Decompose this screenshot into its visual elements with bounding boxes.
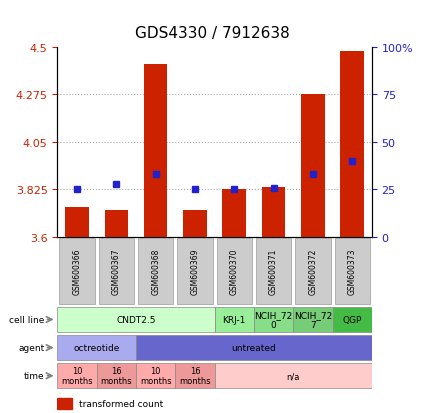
Text: GSM600372: GSM600372 xyxy=(309,248,317,295)
Text: n/a: n/a xyxy=(286,371,300,380)
Bar xyxy=(57,398,71,409)
FancyBboxPatch shape xyxy=(293,307,332,332)
FancyBboxPatch shape xyxy=(96,363,136,389)
Text: octreotide: octreotide xyxy=(74,343,120,352)
FancyBboxPatch shape xyxy=(57,307,215,332)
Text: NCIH_72
0: NCIH_72 0 xyxy=(255,310,293,329)
FancyBboxPatch shape xyxy=(215,363,372,389)
FancyBboxPatch shape xyxy=(217,239,252,304)
Text: transformed count: transformed count xyxy=(79,399,164,408)
Bar xyxy=(262,188,285,237)
Text: 16
months: 16 months xyxy=(101,366,132,385)
Text: QGP: QGP xyxy=(343,315,362,324)
Text: agent: agent xyxy=(18,343,45,352)
Text: GDS4330 / 7912638: GDS4330 / 7912638 xyxy=(135,26,290,40)
FancyBboxPatch shape xyxy=(57,363,96,389)
FancyBboxPatch shape xyxy=(215,307,254,332)
Bar xyxy=(144,64,167,237)
Text: NCIH_72
7: NCIH_72 7 xyxy=(294,310,332,329)
FancyBboxPatch shape xyxy=(332,307,372,332)
Text: 16
months: 16 months xyxy=(179,366,211,385)
Text: time: time xyxy=(24,371,45,380)
Text: GSM600371: GSM600371 xyxy=(269,248,278,295)
FancyBboxPatch shape xyxy=(175,363,215,389)
Text: GSM600368: GSM600368 xyxy=(151,248,160,295)
FancyBboxPatch shape xyxy=(334,239,370,304)
FancyBboxPatch shape xyxy=(99,239,134,304)
Text: GSM600370: GSM600370 xyxy=(230,248,239,295)
Text: CNDT2.5: CNDT2.5 xyxy=(116,315,156,324)
Bar xyxy=(183,210,207,237)
Bar xyxy=(223,190,246,237)
Bar xyxy=(340,52,364,237)
FancyBboxPatch shape xyxy=(136,335,372,361)
FancyBboxPatch shape xyxy=(256,239,291,304)
Text: KRJ-1: KRJ-1 xyxy=(223,315,246,324)
Text: GSM600367: GSM600367 xyxy=(112,248,121,295)
FancyBboxPatch shape xyxy=(254,307,293,332)
FancyBboxPatch shape xyxy=(295,239,331,304)
Text: untreated: untreated xyxy=(232,343,276,352)
FancyBboxPatch shape xyxy=(138,239,173,304)
Text: 10
months: 10 months xyxy=(140,366,171,385)
FancyBboxPatch shape xyxy=(136,363,175,389)
Bar xyxy=(105,210,128,237)
Bar xyxy=(301,95,325,237)
Text: GSM600366: GSM600366 xyxy=(73,248,82,295)
Text: cell line: cell line xyxy=(9,315,45,324)
Text: 10
months: 10 months xyxy=(61,366,93,385)
Bar xyxy=(65,208,89,237)
Text: GSM600369: GSM600369 xyxy=(190,248,199,295)
FancyBboxPatch shape xyxy=(177,239,212,304)
FancyBboxPatch shape xyxy=(57,335,136,361)
Text: GSM600373: GSM600373 xyxy=(348,248,357,295)
FancyBboxPatch shape xyxy=(60,239,95,304)
